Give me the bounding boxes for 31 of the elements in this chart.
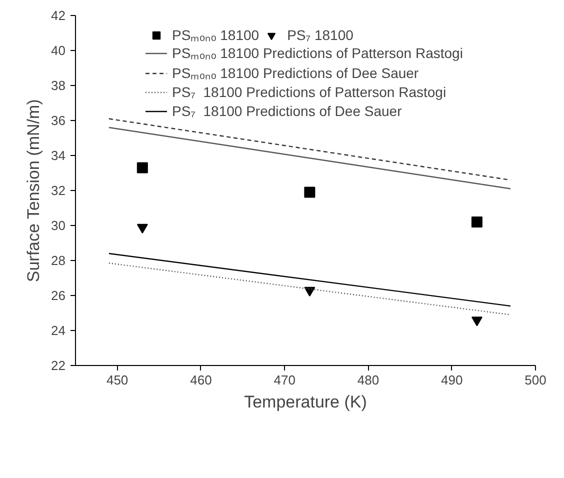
legend-label: PSₘₒₙₒ 18100 Predictions of Patterson Rastogi	[172, 44, 463, 62]
point	[471, 216, 482, 228]
legend-label: PS₇ 18100 Predictions of Dee Sauer	[172, 102, 402, 120]
x-tick-label: 470	[274, 372, 296, 388]
y-tick-label: 38	[51, 78, 66, 93]
legend-label: PSₘₒₙₒ 18100	[172, 26, 260, 44]
x-tick-label: 500	[524, 372, 546, 388]
y-tick-label: 24	[51, 323, 66, 338]
x-tick-label: 450	[106, 372, 128, 388]
y-tick-label: 32	[51, 183, 66, 198]
x-tick-label: 490	[441, 372, 463, 388]
y-tick-label: 42	[51, 8, 66, 23]
legend-label: PS₇ 18100	[287, 26, 354, 44]
y-tick-label: 22	[51, 358, 66, 373]
y-tick-label: 40	[51, 43, 66, 58]
y-tick-label: 26	[51, 288, 66, 303]
y-axis-title: Surface Tension (mN/m)	[24, 99, 44, 282]
point	[471, 316, 482, 326]
point	[136, 224, 148, 234]
x-tick-label: 460	[190, 372, 212, 388]
point	[304, 286, 316, 297]
x-tick-label: 480	[357, 372, 380, 388]
y-tick-label: 34	[51, 148, 66, 163]
legend-label: PS₇ 18100 Predictions of Patterson Rastogi	[172, 83, 446, 101]
point	[304, 186, 316, 198]
y-tick-label: 30	[51, 218, 66, 233]
point	[136, 162, 148, 174]
y-tick-label: 36	[51, 113, 66, 128]
legend-label: PSₘₒₙₒ 18100 Predictions of Dee Sauer	[172, 64, 419, 82]
y-tick-label: 28	[51, 253, 66, 268]
x-axis-title: Temperature (K)	[244, 392, 367, 412]
